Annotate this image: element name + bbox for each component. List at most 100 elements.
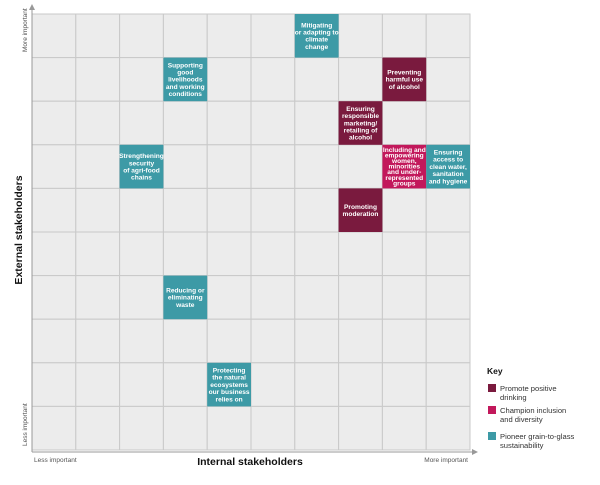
topic-tile-label: waste	[175, 302, 195, 309]
topic-tile-label: Supporting	[168, 62, 203, 69]
topic-tile-label: Including and	[383, 147, 426, 154]
topic-tile-box	[382, 144, 427, 189]
key-swatch	[488, 432, 496, 440]
grid-cell	[250, 144, 296, 189]
grid-cell	[162, 100, 208, 146]
grid-cell	[162, 231, 208, 277]
topic-tile-box	[163, 275, 208, 320]
grid-cell	[294, 57, 340, 102]
grid-cell	[206, 405, 252, 451]
topic-tile-label: climate	[305, 37, 328, 44]
grid-cell	[75, 100, 121, 146]
topic-tile-label: represented	[385, 175, 423, 182]
grid-cell	[31, 13, 77, 59]
grid-cell	[294, 187, 340, 233]
grid-cell	[250, 318, 296, 364]
topic-tile-label: or adapting to	[295, 30, 339, 37]
topic-tile-label: our business	[209, 389, 250, 396]
key-label: and diversity	[500, 415, 543, 424]
key-label: sustainability	[500, 441, 544, 450]
topic-tile-label: access to	[433, 157, 463, 164]
grid-cell	[206, 144, 252, 189]
grid-cell	[294, 405, 340, 451]
grid-cell	[162, 187, 208, 233]
grid-cell	[119, 405, 164, 451]
topic-tile-label: retailing of	[344, 128, 379, 135]
grid-cell	[75, 318, 121, 364]
grid-cell	[425, 275, 471, 320]
grid-cell	[75, 187, 121, 233]
key-title: Key	[487, 366, 503, 376]
grid-cell	[206, 13, 252, 59]
grid-cell	[206, 187, 252, 233]
grid-cell	[338, 405, 383, 451]
topic-tile-label: groups	[393, 180, 416, 187]
topic-tile-label: relies on	[216, 396, 243, 403]
grid-cell	[381, 187, 427, 233]
grid-cell	[425, 231, 471, 277]
grid-cell	[75, 57, 121, 102]
topic-tile-label: the natural	[212, 375, 246, 382]
topic-tile-label: livelihoods	[168, 77, 203, 84]
grid-cell	[31, 405, 77, 451]
grid-cell	[31, 144, 77, 189]
topic-tile-label: eliminating	[168, 295, 203, 302]
key-label: Champion inclusion	[500, 406, 566, 415]
key-label: Pioneer grain-to-glass	[500, 432, 574, 441]
topic-tile-label: good	[177, 70, 193, 77]
grid-cell	[338, 13, 383, 59]
grid-cell	[425, 100, 471, 146]
topic-tile-label: Strengthening	[119, 153, 164, 160]
grid-cell	[119, 362, 164, 407]
topic-tile-label: responsible	[342, 113, 379, 120]
topic-tile-box	[338, 101, 383, 145]
key-swatch	[488, 406, 496, 414]
topic-tile-label: marketing/	[344, 120, 378, 127]
grid-cell	[119, 318, 164, 364]
grid-cell	[31, 275, 77, 320]
grid-cell	[206, 100, 252, 146]
topic-tile-label: Ensuring	[434, 150, 463, 157]
grid-cell	[294, 144, 340, 189]
grid-cell	[381, 318, 427, 364]
topic-tile-box	[338, 188, 383, 232]
grid-cell	[75, 231, 121, 277]
grid-cell	[31, 318, 77, 364]
topic-tile-label: and hygiene	[429, 178, 468, 185]
topic-tile-label: and working	[166, 84, 205, 91]
topic-tile-box	[294, 14, 339, 58]
grid-cell	[250, 362, 296, 407]
grid-cell	[206, 275, 252, 320]
grid-cell	[381, 405, 427, 451]
x-axis-arrow-icon	[472, 449, 478, 455]
topic-tile-label: Protecting	[213, 368, 246, 375]
topic-tile-label: Mitigating	[301, 22, 332, 29]
grid-cell	[425, 57, 471, 102]
x-axis-title: Internal stakeholders	[197, 456, 303, 468]
topic-tile-label: security	[129, 160, 155, 167]
x-axis-high-label: More important	[424, 457, 468, 464]
topic-tile-label: moderation	[343, 211, 379, 218]
y-axis-title: External stakeholders	[13, 175, 25, 284]
grid-cell	[338, 144, 383, 189]
grid-cell	[75, 13, 121, 59]
grid-cell	[119, 13, 164, 59]
key-label: Promote positive	[500, 384, 557, 393]
grid-cell	[119, 187, 164, 233]
grid-cell	[31, 187, 77, 233]
grid-cell	[162, 318, 208, 364]
grid-cell	[250, 57, 296, 102]
topic-tile-label: empowering	[385, 152, 424, 159]
key-label: drinking	[500, 393, 527, 402]
grid-cell	[162, 405, 208, 451]
grid-cell	[31, 231, 77, 277]
